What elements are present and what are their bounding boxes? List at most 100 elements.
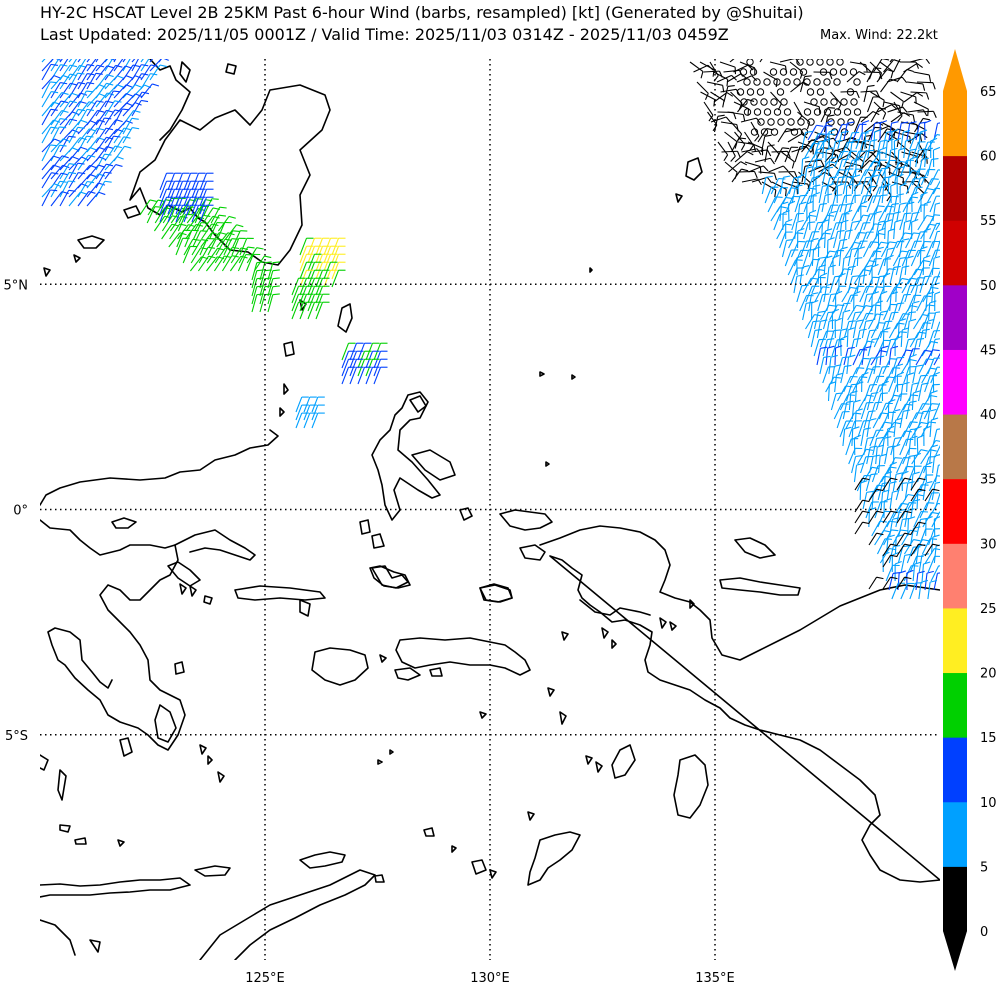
- wind-barb: [68, 191, 88, 207]
- coastline-islet: [451, 845, 457, 853]
- wind-barb: [890, 211, 901, 231]
- coastline-islet: [595, 761, 603, 773]
- wind-barb: [291, 285, 306, 304]
- wind-barb: [299, 237, 314, 256]
- coastline-islet: [337, 303, 353, 333]
- coastline-islet: [669, 621, 677, 631]
- wind-barb: [932, 402, 940, 420]
- coastline-sulawesi-peninsula: [174, 529, 256, 561]
- wind-barb: [812, 165, 822, 186]
- calm-marker: [830, 128, 839, 136]
- coastline-islet: [571, 374, 576, 380]
- wind-barb: [889, 240, 905, 258]
- wind-barb: [883, 498, 892, 519]
- wind-barb: [192, 230, 208, 248]
- wind-barb: [929, 390, 938, 411]
- wind-barb: [896, 543, 912, 557]
- coastline-kai: [611, 744, 636, 779]
- wind-barb: [846, 327, 855, 348]
- wind-barb: [122, 84, 142, 99]
- wind-barb: [879, 61, 894, 79]
- wind-barb: [760, 134, 772, 153]
- wind-barb: [854, 499, 870, 513]
- coastline-islet: [89, 939, 101, 953]
- wind-barb: [861, 149, 874, 168]
- calm-marker: [779, 68, 788, 76]
- wind-barb: [907, 240, 922, 258]
- wind-barb: [892, 502, 909, 519]
- wind-barb: [930, 137, 938, 159]
- wind-barb: [50, 100, 68, 117]
- wind-barb: [911, 191, 919, 213]
- wind-barb: [931, 255, 940, 276]
- wind-barb: [884, 161, 900, 177]
- wind-barb: [860, 134, 873, 153]
- wind-barb: [917, 214, 934, 231]
- wind-barb: [838, 246, 848, 267]
- wind-barb: [924, 147, 934, 168]
- wind-barb: [221, 255, 239, 272]
- wind-barb: [856, 305, 873, 321]
- wind-barb: [307, 301, 322, 320]
- wind-barb: [916, 434, 925, 456]
- wind-barb: [902, 447, 917, 465]
- coastline-islet: [117, 839, 125, 847]
- wind-barb: [899, 438, 914, 456]
- wind-barb: [875, 421, 892, 438]
- wind-barb: [843, 375, 858, 393]
- wind-barb: [267, 293, 280, 313]
- wind-barb: [863, 213, 877, 231]
- wind-barb: [933, 572, 940, 591]
- wind-barb: [77, 180, 95, 198]
- wind-barb: [904, 539, 921, 555]
- wind-barb: [769, 61, 787, 73]
- wind-barb: [59, 163, 77, 180]
- calm-marker: [743, 108, 752, 116]
- coastline-islet: [459, 507, 473, 521]
- wind-barb: [880, 241, 897, 258]
- wind-barb: [859, 285, 874, 303]
- wind-barb: [777, 127, 794, 143]
- wind-barb: [890, 409, 901, 429]
- wind-barb: [731, 137, 747, 153]
- wind-barb: [858, 312, 874, 330]
- coastline-islet: [389, 749, 394, 755]
- wind-barb: [820, 250, 837, 267]
- wind-barb: [159, 188, 174, 207]
- wind-barb: [113, 108, 130, 126]
- wind-barb: [866, 445, 878, 465]
- wind-barb: [932, 146, 940, 168]
- calm-marker: [849, 68, 858, 76]
- wind-barb: [159, 204, 174, 223]
- wind-barb: [791, 212, 804, 231]
- wind-barb: [811, 276, 826, 294]
- coastline-islet: [57, 769, 67, 801]
- wind-barb: [854, 408, 863, 429]
- wind-barb: [95, 109, 114, 126]
- calm-marker: [753, 108, 762, 116]
- coastline-islet: [489, 869, 497, 879]
- wind-barb: [817, 264, 827, 285]
- wind-barb: [183, 204, 198, 223]
- wind-barb: [896, 430, 912, 447]
- wind-barb: [873, 59, 890, 73]
- wind-barb: [924, 488, 940, 502]
- wind-barb: [784, 146, 799, 163]
- wind-barb: [878, 176, 892, 195]
- wind-barb: [259, 293, 272, 313]
- wind-barb: [77, 128, 97, 144]
- wind-barb: [931, 511, 940, 528]
- wind-barb: [846, 354, 856, 375]
- wind-barb: [899, 381, 910, 402]
- wind-barb: [59, 59, 63, 63]
- wind-barb: [864, 129, 873, 150]
- calm-marker: [839, 68, 848, 76]
- wind-barb: [860, 90, 880, 98]
- wind-barb: [882, 477, 898, 491]
- wind-barb: [853, 291, 861, 312]
- coastline-islet: [77, 235, 105, 249]
- coastline-islet: [40, 754, 49, 771]
- wind-barb: [928, 249, 940, 267]
- wind-barb: [889, 265, 901, 285]
- colorbar-tick-label: 35: [980, 473, 997, 488]
